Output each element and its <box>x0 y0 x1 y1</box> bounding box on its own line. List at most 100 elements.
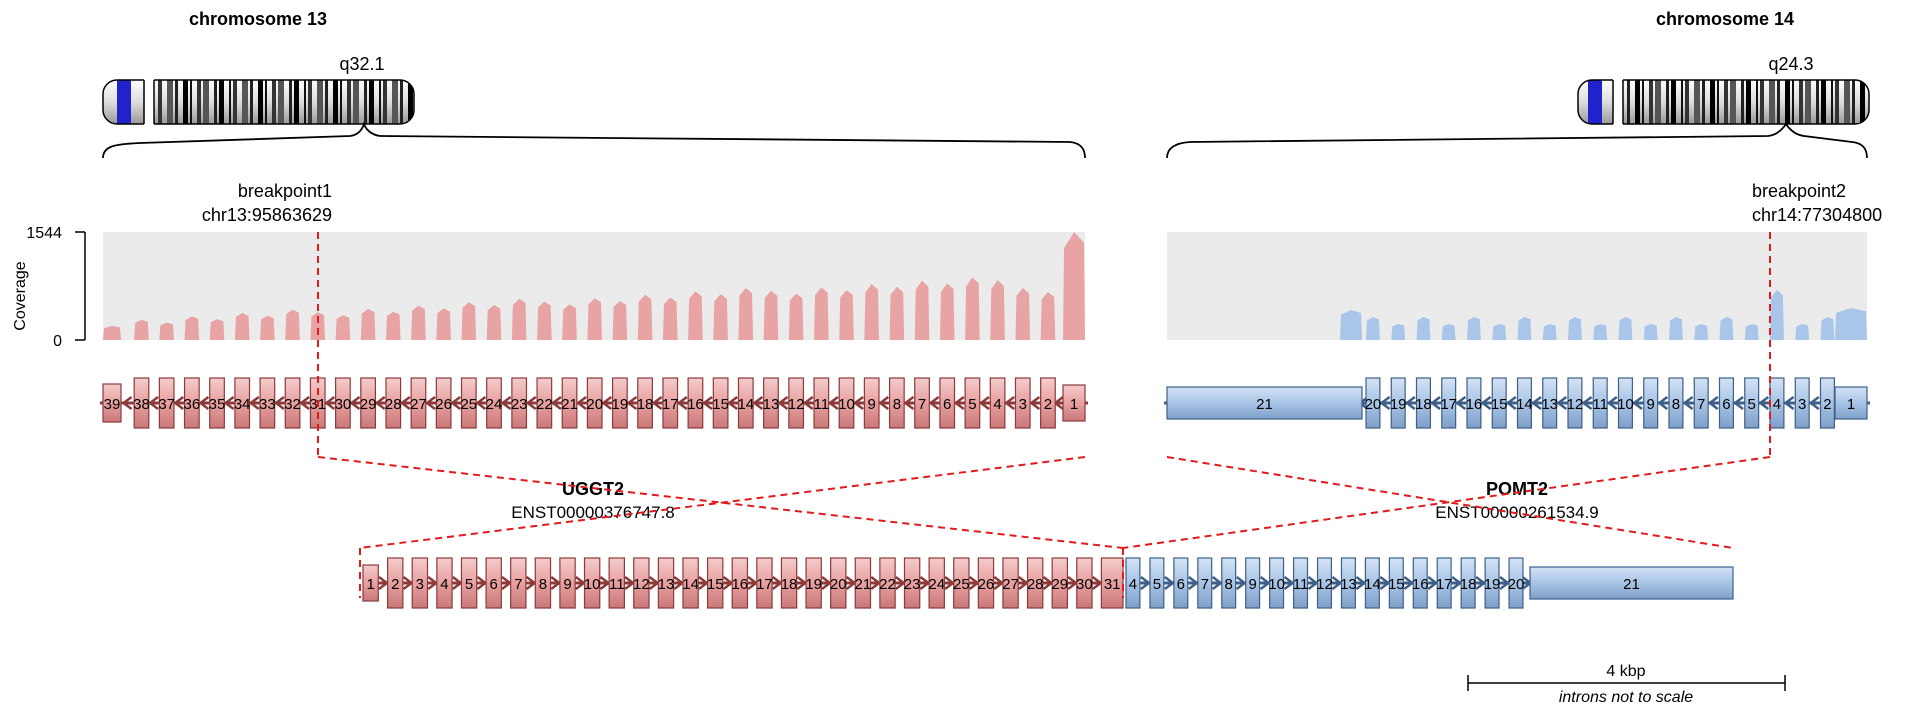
gene2-track-exon <box>1794 377 1810 429</box>
fusion-gene2-exon-label: 20 <box>1508 576 1525 593</box>
fusion-gene2-exon-label: 13 <box>1340 576 1357 593</box>
fusion-gene1-exon <box>731 557 749 609</box>
gene2-track-exon <box>1718 377 1734 429</box>
gene1-exon-track: 39 38 37 36 35 34 33 32 31 30 29 28 27 26 25 24 23 22 21 20… <box>100 377 1088 429</box>
fusion-gene1-exon-label: 13 <box>658 576 675 593</box>
gene2-track-exon <box>1466 377 1482 429</box>
fusion-gene1-exon-label: 12 <box>633 576 650 593</box>
gene1-track-exon-label: 16 <box>687 396 704 413</box>
fusion-gene1-exon-label: 22 <box>879 576 896 593</box>
gene1-track-exon-label: 35 <box>209 396 226 413</box>
scale-bar-note: introns not to scale <box>1559 689 1693 705</box>
fusion-gene1-exon <box>756 557 773 609</box>
fusion-gene1-exon <box>1100 557 1124 609</box>
fusion-gene2-exon-label: 4 <box>1129 576 1137 593</box>
fusion-gene1-exon <box>682 557 699 609</box>
gene1-track-exon <box>410 377 427 429</box>
coverage-axis: 1544 0 Coverage <box>12 225 86 350</box>
gene1-track-exon <box>763 377 779 429</box>
gene1-track-exon <box>158 377 175 429</box>
gene1-track-exon <box>536 377 553 429</box>
fusion-gene1-exon <box>879 557 896 609</box>
fusion-gene2-exon-label: 8 <box>1225 576 1233 593</box>
gene1-track-exon-label: 13 <box>763 396 780 413</box>
gene2-track-exon <box>1441 377 1457 429</box>
coverage-max-tick: 1544 <box>26 225 62 242</box>
fusion-gene1-exon-label: 28 <box>1027 576 1044 593</box>
coverage-profile-gene2 <box>1340 290 1867 340</box>
gene1-track-exon-label: 23 <box>511 396 528 413</box>
coverage-axis-label: Coverage <box>12 261 29 330</box>
chromosome-13-title: chromosome 13 <box>189 9 327 29</box>
centromere-14 <box>1588 80 1602 124</box>
gene1-track-exon <box>586 377 603 429</box>
gene1-track-exon <box>284 377 301 429</box>
gene2-track-exon <box>1491 377 1507 429</box>
fusion-gene2-exon <box>1388 557 1404 609</box>
gene1-track-exon-label: 33 <box>259 396 276 413</box>
gene2-track-exon-label: 3 <box>1798 396 1806 413</box>
fusion-gene2-exon <box>1412 557 1428 609</box>
fusion-gene2-exon <box>1316 557 1333 609</box>
fusion-gene1-exon <box>706 557 724 609</box>
gene2-track-exon <box>1567 377 1583 429</box>
fusion-gene1-exon <box>928 557 945 609</box>
fusion-gene1-exon-label: 7 <box>514 576 522 593</box>
fusion-gene1-exon-label: 8 <box>539 576 547 593</box>
fusion-gene1-exon-label: 3 <box>416 576 424 593</box>
gene2-track-exon <box>1643 377 1659 429</box>
gene1-track-exon-label: 25 <box>460 396 477 413</box>
gene2-name: POMT2 <box>1486 479 1548 499</box>
fusion-gene1-exon-label: 23 <box>904 576 921 593</box>
fusion-gene2-exon-label: 11 <box>1293 576 1309 593</box>
centromere-13 <box>117 80 131 124</box>
fusion-gene2-exon-label: 18 <box>1460 576 1477 593</box>
gene1-track-exon-label: 32 <box>284 396 301 413</box>
gene1-track-exon-label: 27 <box>410 396 427 413</box>
fusion-gene1-exon-label: 17 <box>756 576 773 593</box>
fusion-gene1-exon-label: 4 <box>440 576 448 593</box>
fusion-gene1-exon-label: 16 <box>731 576 748 593</box>
gene2-track-exon-label: 2 <box>1823 396 1831 413</box>
gene1-track-exon <box>939 377 956 429</box>
fusion-gene2-exon <box>1364 557 1380 609</box>
fusion-gene1-exon <box>460 557 478 609</box>
gene2-track-exon-label: 12 <box>1567 396 1584 413</box>
gene2-track-exon-label: 8 <box>1672 396 1680 413</box>
fusion-gene2-exon <box>1484 557 1500 609</box>
gene1-track-exon-label: 8 <box>893 396 901 413</box>
gene1-track-exon <box>102 383 122 423</box>
fusion-gene1-exon-label: 27 <box>1002 576 1019 593</box>
fusion-gene1-exon <box>657 557 675 609</box>
gene1-track-exon-label: 14 <box>737 396 754 413</box>
breakpoint2-label: breakpoint2 <box>1752 181 1846 201</box>
gene1-track-exon <box>687 377 704 429</box>
gene1-track-exon <box>888 377 905 429</box>
fusion-gene1-exon <box>903 557 921 609</box>
gene1-track-exon-label: 39 <box>104 396 121 413</box>
coverage-profile-gene1 <box>103 232 1085 340</box>
fusion-gene2-exon-label: 16 <box>1412 576 1429 593</box>
fusion-gene2-exon-label: 7 <box>1201 576 1209 593</box>
fusion-gene1-exon-label: 2 <box>391 576 399 593</box>
gene1-track-exon-label: 11 <box>814 396 830 413</box>
fusion-gene1-exon <box>387 557 404 609</box>
fusion-gene1-part: 1 2 3 4 5 6 7 8 9 10 11 12 13 14 15 16 17 18 19 20 21 22 23 24 2… <box>362 557 1124 609</box>
gene1-track-exon-label: 12 <box>788 396 805 413</box>
fusion-gene2-exon-label: 15 <box>1388 576 1405 593</box>
gene1-track-exon <box>611 377 628 429</box>
gene1-track-exon-label: 7 <box>918 396 926 413</box>
gene2-track-exon <box>1542 377 1558 429</box>
gene1-track-exon-label: 2 <box>1044 396 1052 413</box>
breakpoint2-position: chr14:77304800 <box>1752 205 1882 225</box>
fusion-gene2-exon <box>1173 557 1189 609</box>
gene1-track-exon-label: 36 <box>183 396 200 413</box>
gene2-exon-track: 21 20 19 18 17 16 15 14 13 12 11 10 9 8 7 6 5 4 3 2 1 <box>1164 377 1870 429</box>
fusion-gene2-exon <box>1197 557 1213 609</box>
fusion-gene2-exon-label: 21 <box>1623 576 1640 593</box>
gene1-track-exon <box>435 377 452 429</box>
gene2-track-exon <box>1834 386 1868 420</box>
fusion-gene1-exon-label: 14 <box>682 576 699 593</box>
fusion-gene1-exon <box>534 557 552 609</box>
